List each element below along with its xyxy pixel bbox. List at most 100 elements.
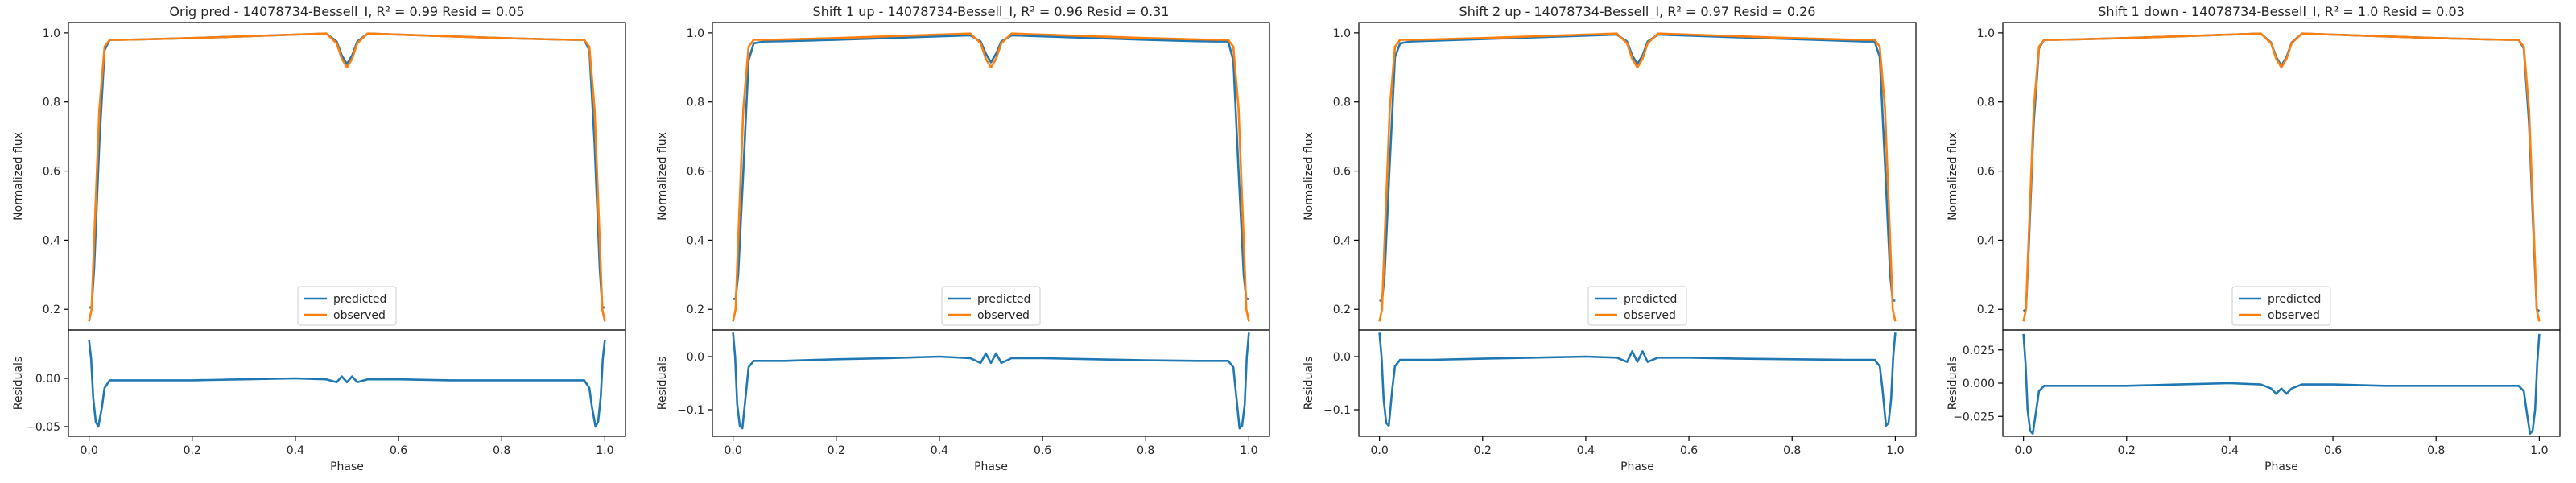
residual-line [1378, 332, 1897, 427]
flux-axes [2002, 22, 2561, 331]
y-tick-label: 0.6 [687, 166, 704, 179]
y-tick-label: 0.2 [43, 303, 60, 316]
flux-axes [68, 22, 626, 331]
x-tick-label: 0.8 [493, 444, 510, 457]
flux-axes [1358, 22, 1917, 331]
x-tick-label: 0.8 [1137, 444, 1154, 457]
x-axis-label: Phase [2264, 460, 2298, 473]
series-line-observed [1378, 32, 1897, 322]
residual-y-tick-label: −0.1 [1323, 404, 1351, 417]
y-tick-label: 0.4 [43, 234, 60, 247]
y-tick-label: 0.6 [1977, 166, 1995, 179]
y-axis-label: Normalized flux [12, 132, 25, 221]
legend-label-observed: observed [1624, 309, 1676, 322]
series-line-predicted [89, 32, 605, 309]
y-axis-label: Normalized flux [656, 132, 669, 221]
chart-title: Shift 1 down - 14078734-Bessell_I, R² = … [2098, 4, 2465, 20]
chart-panel-1: Orig pred - 14078734-Bessell_I, R² = 0.9… [12, 4, 626, 473]
chart-panel-3: Shift 2 up - 14078734-Bessell_I, R² = 0.… [1302, 4, 1917, 473]
y-tick-label: 0.8 [1333, 97, 1351, 109]
x-tick-label: 1.0 [1886, 444, 1904, 457]
series-line-observed [732, 32, 1250, 322]
y-tick-label: 1.0 [43, 27, 60, 40]
x-tick-label: 0.4 [2221, 444, 2239, 457]
x-tick-label: 0.6 [2324, 444, 2342, 457]
x-axis-label: Phase [1620, 460, 1654, 473]
chart-panel-2: Shift 1 up - 14078734-Bessell_I, R² = 0.… [656, 4, 1270, 473]
residual-line [88, 339, 606, 428]
y-tick-label: 1.0 [1333, 27, 1351, 40]
residual-line [732, 332, 1250, 430]
legend: predicted observed [297, 286, 397, 326]
residual-axes [712, 329, 1270, 437]
y-tick-label: 1.0 [1977, 27, 1995, 40]
x-tick-label: 0.8 [2427, 444, 2445, 457]
legend-label-observed: observed [333, 309, 386, 322]
residual-axis-label: Residuals [12, 357, 25, 410]
y-tick-label: 0.2 [1977, 303, 1995, 316]
x-axis-label: Phase [330, 460, 364, 473]
x-tick-label: 0.0 [724, 444, 741, 457]
legend-label-predicted: predicted [977, 293, 1030, 306]
chart-panel-4: Shift 1 down - 14078734-Bessell_I, R² = … [1946, 4, 2561, 473]
y-tick-label: 0.2 [1333, 303, 1351, 316]
x-tick-label: 0.4 [287, 444, 304, 457]
residual-line [2022, 333, 2541, 435]
residual-axis-label: Residuals [656, 357, 669, 410]
legend-label-observed: observed [977, 309, 1030, 322]
x-tick-label: 1.0 [596, 444, 613, 457]
residual-y-tick-label: −0.1 [677, 404, 704, 417]
chart-title: Orig pred - 14078734-Bessell_I, R² = 0.9… [169, 4, 524, 20]
residual-axes [68, 329, 626, 437]
series-line-observed [88, 32, 606, 322]
residual-y-tick-label: −0.05 [26, 421, 60, 434]
y-tick-label: 0.6 [1333, 166, 1351, 179]
y-tick-label: 0.4 [1333, 234, 1351, 247]
flux-axes [712, 22, 1270, 331]
residual-axes [2002, 329, 2561, 437]
legend: predicted observed [941, 286, 1041, 326]
legend-label-predicted: predicted [333, 293, 386, 306]
x-tick-label: 0.0 [2014, 444, 2032, 457]
legend: predicted observed [2231, 286, 2331, 326]
x-tick-label: 0.6 [1034, 444, 1051, 457]
residual-y-tick-label: 0.025 [1963, 345, 1995, 357]
residual-y-tick-label: 0.00 [35, 373, 60, 386]
residual-y-tick-label: −0.025 [1953, 411, 1995, 423]
x-tick-label: 0.2 [2118, 444, 2136, 457]
legend: predicted observed [1587, 286, 1687, 326]
legend-label-observed: observed [2268, 309, 2320, 322]
residual-axis-label: Residuals [1946, 357, 1959, 410]
legend-label-predicted: predicted [2268, 293, 2321, 306]
y-tick-label: 0.2 [687, 303, 704, 316]
x-tick-label: 0.0 [80, 444, 97, 457]
x-tick-label: 1.0 [1240, 444, 1257, 457]
residual-axes [1358, 329, 1917, 437]
y-tick-label: 1.0 [687, 27, 704, 40]
x-axis-label: Phase [974, 460, 1008, 473]
legend-label-predicted: predicted [1624, 293, 1677, 306]
chart-title: Shift 2 up - 14078734-Bessell_I, R² = 0.… [1459, 4, 1816, 20]
x-tick-label: 0.2 [1474, 444, 1492, 457]
x-tick-label: 0.4 [931, 444, 948, 457]
y-tick-label: 0.4 [687, 234, 704, 247]
x-tick-label: 0.2 [184, 444, 201, 457]
residual-axis-label: Residuals [1302, 357, 1315, 410]
residual-y-tick-label: 0.0 [1333, 351, 1351, 364]
residual-y-tick-label: 0.0 [687, 351, 704, 364]
x-tick-label: 0.0 [1370, 444, 1388, 457]
x-tick-label: 0.8 [1783, 444, 1801, 457]
x-tick-label: 0.4 [1577, 444, 1595, 457]
series-line-observed [2022, 32, 2541, 322]
y-tick-label: 0.8 [43, 97, 60, 109]
chart-title: Shift 1 up - 14078734-Bessell_I, R² = 0.… [813, 4, 1170, 20]
y-tick-label: 0.8 [1977, 97, 1995, 109]
y-axis-label: Normalized flux [1302, 132, 1315, 221]
series-line-predicted [1379, 33, 1896, 302]
series-line-predicted [733, 34, 1249, 300]
y-tick-label: 0.4 [1977, 234, 1995, 247]
y-tick-label: 0.8 [687, 97, 704, 109]
x-tick-label: 0.6 [390, 444, 407, 457]
x-tick-label: 0.2 [828, 444, 845, 457]
